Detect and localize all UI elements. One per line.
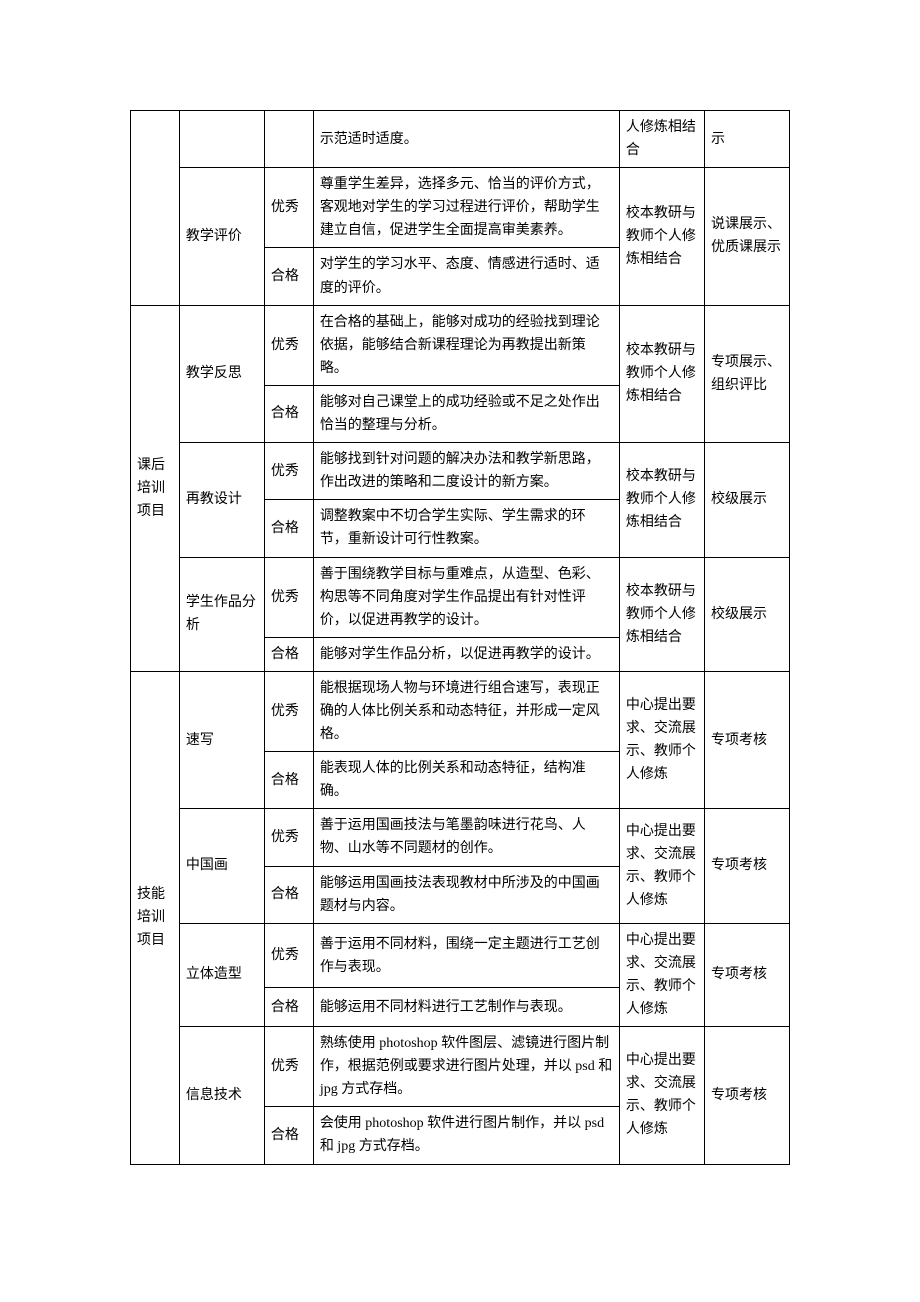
method-cell: 中心提出要求、交流展示、教师个人修炼 [619, 671, 704, 808]
level-cell: 优秀 [264, 168, 313, 248]
desc-cell: 在合格的基础上，能够对成功的经验找到理论依据，能够结合新课程理论为再教提出新策略… [313, 305, 619, 385]
desc-cell: 能够对学生作品分析，以促进再教学的设计。 [313, 637, 619, 671]
level-cell: 合格 [264, 988, 313, 1027]
level-cell: 优秀 [264, 443, 313, 500]
result-cell: 校级展示 [704, 443, 789, 557]
level-cell: 合格 [264, 1107, 313, 1164]
table-row: 信息技术 优秀 熟练使用 photoshop 软件图层、滤镜进行图片制作，根据范… [131, 1027, 790, 1107]
table-row: 课后培训项目 教学反思 优秀 在合格的基础上，能够对成功的经验找到理论依据，能够… [131, 305, 790, 385]
table-row: 学生作品分析 优秀 善于围绕教学目标与重难点，从造型、色彩、构思等不同角度对学生… [131, 557, 790, 637]
level-cell: 优秀 [264, 923, 313, 988]
subitem-cell: 教学反思 [179, 305, 264, 442]
subitem-cell: 中国画 [179, 809, 264, 923]
desc-cell: 能够对自己课堂上的成功经验或不足之处作出恰当的整理与分析。 [313, 385, 619, 442]
table-row: 中国画 优秀 善于运用国画技法与笔墨韵味进行花鸟、人物、山水等不同题材的创作。 … [131, 809, 790, 866]
level-cell: 优秀 [264, 809, 313, 866]
category-cell: 技能培训项目 [131, 671, 180, 1164]
category-cell: 课后培训项目 [131, 305, 180, 671]
level-cell [264, 111, 313, 168]
method-cell: 校本教研与教师个人修炼相结合 [619, 305, 704, 442]
level-cell: 合格 [264, 752, 313, 809]
subitem-cell: 立体造型 [179, 923, 264, 1026]
result-cell: 说课展示、优质课展示 [704, 168, 789, 305]
desc-cell: 能根据现场人物与环境进行组合速写，表现正确的人体比例关系和动态特征，并形成一定风… [313, 671, 619, 751]
method-cell: 中心提出要求、交流展示、教师个人修炼 [619, 923, 704, 1026]
training-standards-table: 示范适时适度。 人修炼相结合 示 教学评价 优秀 尊重学生差异，选择多元、恰当的… [130, 110, 790, 1165]
result-cell: 专项考核 [704, 923, 789, 1026]
desc-cell: 善于运用国画技法与笔墨韵味进行花鸟、人物、山水等不同题材的创作。 [313, 809, 619, 866]
method-cell: 校本教研与教师个人修炼相结合 [619, 557, 704, 671]
method-cell: 中心提出要求、交流展示、教师个人修炼 [619, 1027, 704, 1164]
subitem-cell: 学生作品分析 [179, 557, 264, 671]
level-cell: 合格 [264, 637, 313, 671]
level-cell: 合格 [264, 248, 313, 305]
category-cell [131, 111, 180, 306]
result-cell: 专项考核 [704, 671, 789, 808]
level-cell: 合格 [264, 866, 313, 923]
method-cell: 中心提出要求、交流展示、教师个人修炼 [619, 809, 704, 923]
desc-cell: 熟练使用 photoshop 软件图层、滤镜进行图片制作，根据范例或要求进行图片… [313, 1027, 619, 1107]
subitem-cell: 信息技术 [179, 1027, 264, 1164]
level-cell: 优秀 [264, 305, 313, 385]
table-row: 教学评价 优秀 尊重学生差异，选择多元、恰当的评价方式，客观地对学生的学习过程进… [131, 168, 790, 248]
subitem-cell: 速写 [179, 671, 264, 808]
method-cell: 校本教研与教师个人修炼相结合 [619, 168, 704, 305]
desc-cell: 善于运用不同材料，围绕一定主题进行工艺创作与表现。 [313, 923, 619, 988]
table-row: 示范适时适度。 人修炼相结合 示 [131, 111, 790, 168]
method-cell: 校本教研与教师个人修炼相结合 [619, 443, 704, 557]
desc-cell: 示范适时适度。 [313, 111, 619, 168]
table-row: 立体造型 优秀 善于运用不同材料，围绕一定主题进行工艺创作与表现。 中心提出要求… [131, 923, 790, 988]
desc-cell: 能够运用不同材料进行工艺制作与表现。 [313, 988, 619, 1027]
level-cell: 优秀 [264, 1027, 313, 1107]
document-page: 示范适时适度。 人修炼相结合 示 教学评价 优秀 尊重学生差异，选择多元、恰当的… [130, 110, 790, 1165]
method-cell: 人修炼相结合 [619, 111, 704, 168]
result-cell: 专项考核 [704, 809, 789, 923]
desc-cell: 调整教案中不切合学生实际、学生需求的环节，重新设计可行性教案。 [313, 500, 619, 557]
result-cell: 校级展示 [704, 557, 789, 671]
table-row: 再教设计 优秀 能够找到针对问题的解决办法和教学新思路，作出改进的策略和二度设计… [131, 443, 790, 500]
desc-cell: 会使用 photoshop 软件进行图片制作，并以 psd 和 jpg 方式存档… [313, 1107, 619, 1164]
result-cell: 专项展示、组织评比 [704, 305, 789, 442]
level-cell: 优秀 [264, 557, 313, 637]
level-cell: 合格 [264, 385, 313, 442]
desc-cell: 能够找到针对问题的解决办法和教学新思路，作出改进的策略和二度设计的新方案。 [313, 443, 619, 500]
result-cell: 专项考核 [704, 1027, 789, 1164]
desc-cell: 尊重学生差异，选择多元、恰当的评价方式，客观地对学生的学习过程进行评价，帮助学生… [313, 168, 619, 248]
desc-cell: 能表现人体的比例关系和动态特征，结构准确。 [313, 752, 619, 809]
subitem-cell: 再教设计 [179, 443, 264, 557]
table-row: 技能培训项目 速写 优秀 能根据现场人物与环境进行组合速写，表现正确的人体比例关… [131, 671, 790, 751]
result-cell: 示 [704, 111, 789, 168]
level-cell: 优秀 [264, 671, 313, 751]
level-cell: 合格 [264, 500, 313, 557]
desc-cell: 对学生的学习水平、态度、情感进行适时、适度的评价。 [313, 248, 619, 305]
subitem-cell: 教学评价 [179, 168, 264, 305]
subitem-cell [179, 111, 264, 168]
desc-cell: 善于围绕教学目标与重难点，从造型、色彩、构思等不同角度对学生作品提出有针对性评价… [313, 557, 619, 637]
desc-cell: 能够运用国画技法表现教材中所涉及的中国画题材与内容。 [313, 866, 619, 923]
